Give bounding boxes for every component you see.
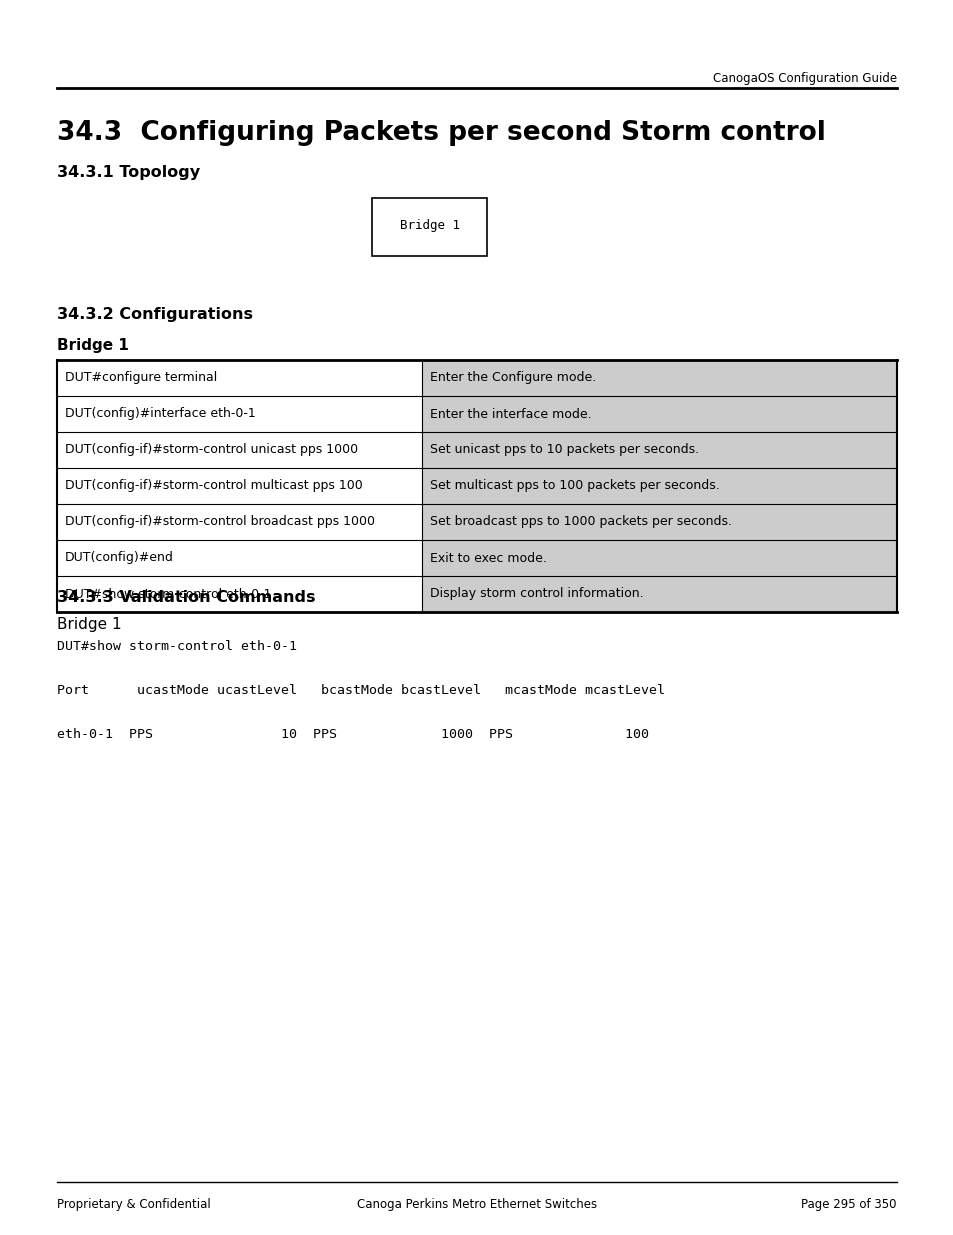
Text: CanogaOS Configuration Guide: CanogaOS Configuration Guide [712,72,896,85]
Text: 34.3  Configuring Packets per second Storm control: 34.3 Configuring Packets per second Stor… [57,120,825,146]
Bar [422,576,896,613]
Text: DUT(config)#interface eth-0-1: DUT(config)#interface eth-0-1 [65,408,255,420]
Bar [422,359,896,396]
Bar [57,504,422,540]
Text: Exit to exec mode.: Exit to exec mode. [430,552,547,564]
Text: DUT#show storm-control eth-0-1: DUT#show storm-control eth-0-1 [57,640,296,653]
Text: 34.3.1 Topology: 34.3.1 Topology [57,165,200,180]
Text: Enter the Configure mode.: Enter the Configure mode. [430,372,596,384]
Bar [422,504,896,540]
Bar [422,468,896,504]
Bar [57,359,422,396]
Text: Port      ucastMode ucastLevel   bcastMode bcastLevel   mcastMode mcastLevel: Port ucastMode ucastLevel bcastMode bcas… [57,684,664,697]
Bar [372,198,487,256]
Bar [57,576,422,613]
Text: DUT(config-if)#storm-control broadcast pps 1000: DUT(config-if)#storm-control broadcast p… [65,515,375,529]
Bar [57,432,422,468]
Text: Canoga Perkins Metro Ethernet Switches: Canoga Perkins Metro Ethernet Switches [356,1198,597,1212]
Text: Bridge 1: Bridge 1 [57,338,129,353]
Text: Page 295 of 350: Page 295 of 350 [801,1198,896,1212]
Text: 34.3.3 Validation Commands: 34.3.3 Validation Commands [57,590,315,605]
Text: DUT(config)#end: DUT(config)#end [65,552,173,564]
Bar [57,396,422,432]
Text: Proprietary & Confidential: Proprietary & Confidential [57,1198,211,1212]
Text: Set broadcast pps to 1000 packets per seconds.: Set broadcast pps to 1000 packets per se… [430,515,732,529]
Text: DUT(config-if)#storm-control unicast pps 1000: DUT(config-if)#storm-control unicast pps… [65,443,357,457]
Text: Set unicast pps to 10 packets per seconds.: Set unicast pps to 10 packets per second… [430,443,699,457]
Bar [57,468,422,504]
Text: DUT#show storm-control eth-0-1: DUT#show storm-control eth-0-1 [65,588,272,600]
Text: Bridge 1: Bridge 1 [399,220,459,232]
Text: DUT(config-if)#storm-control multicast pps 100: DUT(config-if)#storm-control multicast p… [65,479,362,493]
Bar [422,396,896,432]
Bar [422,540,896,576]
Text: 34.3.2 Configurations: 34.3.2 Configurations [57,308,253,322]
Text: eth-0-1  PPS                10  PPS             1000  PPS              100: eth-0-1 PPS 10 PPS 1000 PPS 100 [57,727,648,741]
Text: DUT#configure terminal: DUT#configure terminal [65,372,217,384]
Text: Bridge 1: Bridge 1 [57,618,121,632]
Text: Display storm control information.: Display storm control information. [430,588,643,600]
Text: Enter the interface mode.: Enter the interface mode. [430,408,592,420]
Bar [57,540,422,576]
Text: Set multicast pps to 100 packets per seconds.: Set multicast pps to 100 packets per sec… [430,479,720,493]
Bar [422,432,896,468]
